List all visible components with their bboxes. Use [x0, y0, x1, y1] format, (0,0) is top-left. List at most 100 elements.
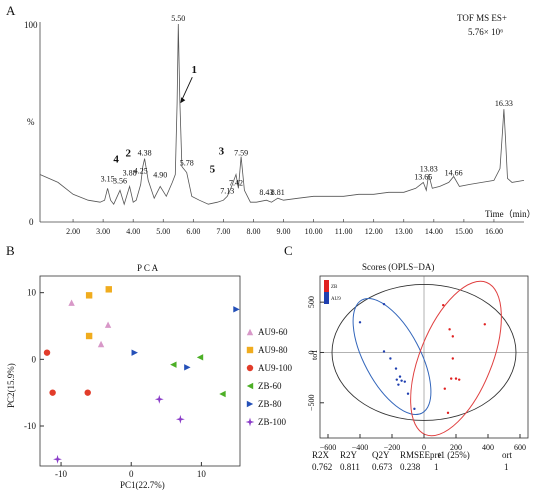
- chromatogram-line: [39, 23, 525, 206]
- data-point-au9-100: [84, 389, 91, 396]
- peak-label: 3.15: [101, 174, 115, 183]
- annotation-arrow: [180, 77, 193, 102]
- stats-x-axis-title: t1 (25%): [438, 450, 470, 460]
- compound-annotation: 2: [125, 148, 131, 160]
- data-point-zb-100: [154, 394, 164, 404]
- data-point-au9: [395, 378, 398, 381]
- data-point-zb: [451, 357, 454, 360]
- y-tick-label: 500: [307, 296, 316, 308]
- panel-a-letter: A: [6, 3, 16, 18]
- data-point-zb-100: [53, 454, 62, 464]
- data-point-zb-80: [184, 364, 191, 371]
- x-tick-label: 2.00: [66, 227, 80, 236]
- legend-label: AU9-60: [258, 327, 288, 337]
- data-point-au9-60: [104, 321, 112, 328]
- data-point-au9: [389, 357, 392, 360]
- peak-label: 4.25: [134, 166, 148, 175]
- x-tick-label: 15.00: [455, 227, 473, 236]
- panel-a-marks: 2.00 3.00 4.00 5.00 6.00 7.00 8.00 9.00 10.00 11.…: [66, 14, 513, 236]
- panel-b-title: P C A: [137, 263, 159, 273]
- zb-group-ellipse: [410, 280, 502, 437]
- x-tick-label: 11.00: [335, 227, 353, 236]
- y-tick-label: −500: [307, 395, 316, 412]
- compound-annotation: 3: [219, 146, 225, 158]
- data-point-au9: [397, 383, 400, 386]
- peak-label: 4.38: [138, 149, 152, 158]
- x-tick-label: 5.00: [156, 227, 170, 236]
- data-point-au9: [413, 407, 416, 411]
- peak-label: 8.43: [259, 188, 273, 197]
- data-point-au9: [394, 367, 398, 370]
- data-point-zb-80: [131, 349, 138, 356]
- legend-label: ZB: [331, 285, 338, 290]
- data-point-zb: [446, 411, 450, 415]
- data-point-zb: [458, 378, 461, 381]
- data-point-zb: [451, 335, 454, 338]
- data-point-au9: [382, 350, 386, 353]
- peak-label: 4.90: [153, 170, 167, 179]
- peak-label: 7.13: [220, 186, 234, 195]
- data-point-au9: [406, 392, 410, 395]
- data-point-au9-60: [68, 299, 75, 306]
- x-tick-label: 12.00: [365, 227, 383, 236]
- x-tick-label: -10: [55, 469, 67, 479]
- y-tick-label: 0: [307, 350, 316, 354]
- stats-header: R2Y: [340, 450, 358, 460]
- panel-c-marks: −600 −400 −200 0 200 400 600 500 0 −500 ZB AU9: [307, 276, 528, 452]
- data-point-zb-80: [233, 306, 240, 313]
- panel-c-title: Scores (OPLS−DA): [362, 262, 434, 272]
- y-tick-label: 10: [27, 288, 37, 298]
- data-point-au9-60: [97, 340, 105, 348]
- stats-value: 0.673: [372, 462, 393, 472]
- x-tick-label: −400: [352, 443, 369, 452]
- au9-group-ellipse: [352, 297, 432, 416]
- x-tick-label: 200: [450, 443, 462, 452]
- legend-marker-au9-100: [246, 364, 254, 372]
- legend-marker-zb-100: [245, 417, 255, 427]
- panel-a-instrument: TOF MS ES+: [457, 13, 507, 23]
- data-point-zb-100: [176, 414, 185, 424]
- compound-annotation: 4: [113, 154, 119, 166]
- stats-header: RMSEE: [400, 450, 431, 460]
- legend-label: ZB-100: [258, 417, 286, 427]
- data-point-au9-100: [49, 389, 56, 396]
- legend-marker-au9-60: [246, 328, 254, 336]
- data-point-au9: [403, 380, 406, 383]
- data-point-zb: [450, 377, 453, 380]
- stats-header: ort: [502, 450, 512, 460]
- data-point-au9-100: [43, 349, 51, 356]
- peak-label: 13.65: [414, 172, 432, 181]
- x-tick-label: 10.00: [305, 227, 323, 236]
- panel-b-ylabel: PC2(15.9%): [6, 363, 16, 408]
- legend-marker-au9-80: [246, 346, 254, 354]
- annotation-arrowhead: [180, 97, 186, 104]
- panel-c-stats-table: R2X R2Y Q2Y RMSEE pre ort t1 (25%) 0.762 0.811 0.…: [312, 450, 512, 472]
- x-tick-label: 10: [197, 469, 207, 479]
- peak-label: 7.42: [229, 178, 243, 187]
- data-point-zb-60: [170, 361, 177, 368]
- stats-value: 0.238: [400, 462, 421, 472]
- x-tick-label: 0: [129, 469, 134, 479]
- x-tick-label: 14.00: [425, 227, 443, 236]
- hotelling-ellipse: [331, 284, 517, 421]
- x-tick-label: 13.00: [395, 227, 413, 236]
- legend-swatch-zb: [324, 280, 329, 292]
- stats-header: pre: [430, 450, 442, 460]
- stats-value: 0.811: [340, 462, 360, 472]
- legend-marker-zb-60: [246, 382, 254, 390]
- y-tick-label: -10: [24, 421, 36, 431]
- panel-b-frame: [39, 275, 241, 467]
- legend-label: AU9: [331, 297, 341, 302]
- x-tick-label: 16.00: [485, 227, 503, 236]
- data-point-au9: [398, 375, 402, 378]
- peak-label: 13.83: [420, 164, 438, 173]
- compound-annotation: 5: [210, 163, 216, 175]
- panel-b-letter: B: [6, 243, 15, 258]
- data-point-au9-80: [105, 286, 112, 293]
- data-point-au9: [382, 302, 386, 306]
- peak-label: 3.88: [123, 168, 137, 177]
- x-tick-label: 0: [422, 443, 426, 452]
- x-tick-label: −200: [384, 443, 401, 452]
- data-point-zb: [448, 328, 451, 331]
